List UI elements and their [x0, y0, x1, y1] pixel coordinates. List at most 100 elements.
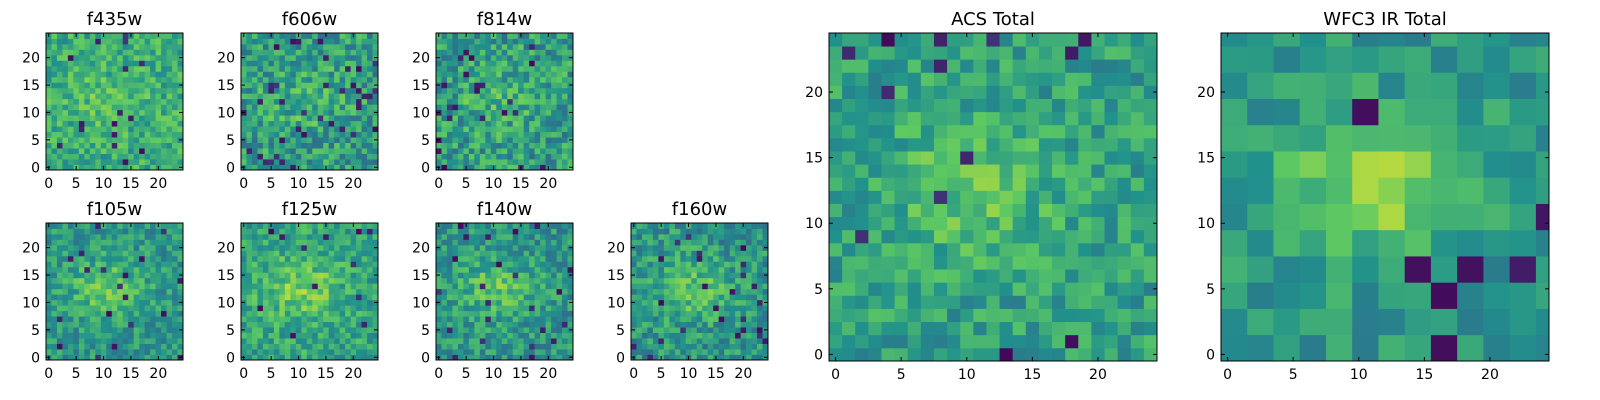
heatmap-cell: [441, 71, 448, 78]
heatmap-cell: [534, 294, 541, 301]
heatmap-cell: [334, 33, 341, 39]
heatmap-cell: [636, 228, 643, 235]
heatmap-cell: [1025, 321, 1040, 336]
heatmap-cell: [284, 126, 291, 133]
heatmap-cell: [339, 153, 346, 160]
heatmap-cell: [268, 131, 275, 138]
heatmap-cell: [290, 349, 297, 355]
heatmap-cell: [1052, 242, 1066, 257]
heatmap-cell: [501, 239, 508, 246]
heatmap-cell: [534, 299, 541, 306]
heatmap-cell: [166, 120, 173, 127]
heatmap-cell: [512, 93, 519, 100]
heatmap-cell: [279, 76, 286, 83]
heatmap-cell: [636, 250, 643, 257]
heatmap-cell: [122, 250, 129, 257]
heatmap-cell: [507, 354, 514, 361]
heatmap-cell: [306, 327, 313, 333]
heatmap-cell: [534, 65, 541, 72]
heatmap-cell: [257, 159, 264, 165]
heatmap-cell: [62, 159, 69, 165]
heatmap-cell: [172, 115, 178, 122]
heatmap-cell: [246, 98, 253, 105]
heatmap-cell: [468, 71, 475, 78]
heatmap-cell: [361, 277, 368, 284]
heatmap-cell: [746, 305, 752, 312]
heatmap-cell: [89, 343, 96, 350]
heatmap-cell: [523, 272, 530, 279]
heatmap-cell: [534, 115, 541, 122]
heatmap-cell: [534, 255, 541, 262]
heatmap-cell: [339, 109, 346, 116]
heatmap-cell: [144, 115, 151, 122]
heatmap-cell: [691, 321, 698, 328]
heatmap-cell: [361, 93, 368, 100]
heatmap-cell: [246, 327, 253, 333]
heatmap-cell: [1130, 347, 1145, 362]
heatmap-cell: [490, 120, 497, 127]
heatmap-cell: [328, 250, 335, 257]
heatmap-cell: [334, 153, 341, 160]
heatmap-cell: [512, 310, 519, 317]
heatmap-cell: [631, 288, 637, 295]
heatmap-cell: [746, 316, 752, 323]
heatmap-cell: [463, 338, 470, 344]
heatmap-cell: [95, 316, 102, 323]
heatmap-cell: [468, 299, 475, 306]
heatmap-cell: [479, 255, 486, 262]
heatmap-cell: [529, 33, 536, 39]
heatmap-cell: [172, 305, 178, 312]
heatmap-cell: [562, 272, 568, 279]
heatmap-cell: [1065, 256, 1079, 270]
heatmap-cell: [246, 65, 253, 72]
heatmap-cell: [751, 239, 758, 246]
heatmap-cell: [84, 316, 91, 323]
heatmap-cell: [62, 164, 69, 171]
heatmap-cell: [312, 288, 319, 295]
heatmap-cell: [273, 272, 280, 279]
heatmap-cell: [518, 142, 525, 149]
heatmap-cell: [479, 65, 486, 72]
heatmap-cell: [496, 332, 503, 339]
heatmap-cell: [501, 98, 508, 105]
heatmap-cell: [1078, 242, 1092, 257]
heatmap-cell: [479, 277, 486, 284]
heatmap-cell: [295, 266, 302, 273]
heatmap-cell: [67, 288, 74, 295]
heatmap-cell: [328, 60, 335, 67]
heatmap-cell: [674, 250, 681, 257]
heatmap-cell: [512, 126, 519, 133]
heatmap-cell: [268, 93, 275, 100]
heatmap-cell: [529, 126, 536, 133]
heatmap-cell: [641, 288, 648, 295]
heatmap-cell: [334, 349, 341, 355]
heatmap-cell: [674, 283, 681, 290]
heatmap-cell: [441, 137, 448, 143]
heatmap-cell: [273, 305, 280, 312]
heatmap-cell: [334, 54, 341, 61]
heatmap-cell: [106, 349, 113, 355]
heatmap-cell: [144, 266, 151, 273]
heatmap-cell: [279, 261, 286, 268]
heatmap-cell: [241, 65, 247, 72]
heatmap-cell: [361, 159, 368, 165]
heatmap-cell: [128, 343, 135, 350]
heatmap-cell: [746, 332, 752, 339]
heatmap-cell: [463, 76, 470, 83]
heatmap-cell: [680, 266, 687, 273]
heatmap-cell: [67, 343, 74, 350]
heatmap-cell: [166, 277, 173, 284]
heatmap-cell: [177, 49, 184, 56]
heatmap-cell: [647, 338, 654, 344]
heatmap-cell: [501, 142, 508, 149]
heatmap-cell: [718, 233, 725, 240]
heatmap-cell: [713, 310, 720, 317]
heatmap-cell: [372, 343, 379, 350]
heatmap-cell: [567, 98, 574, 105]
heatmap-cell: [490, 349, 497, 355]
heatmap-cell: [718, 338, 725, 344]
heatmap-cell: [685, 316, 692, 323]
heatmap-cell: [636, 233, 643, 240]
heatmap-cell: [345, 153, 351, 160]
